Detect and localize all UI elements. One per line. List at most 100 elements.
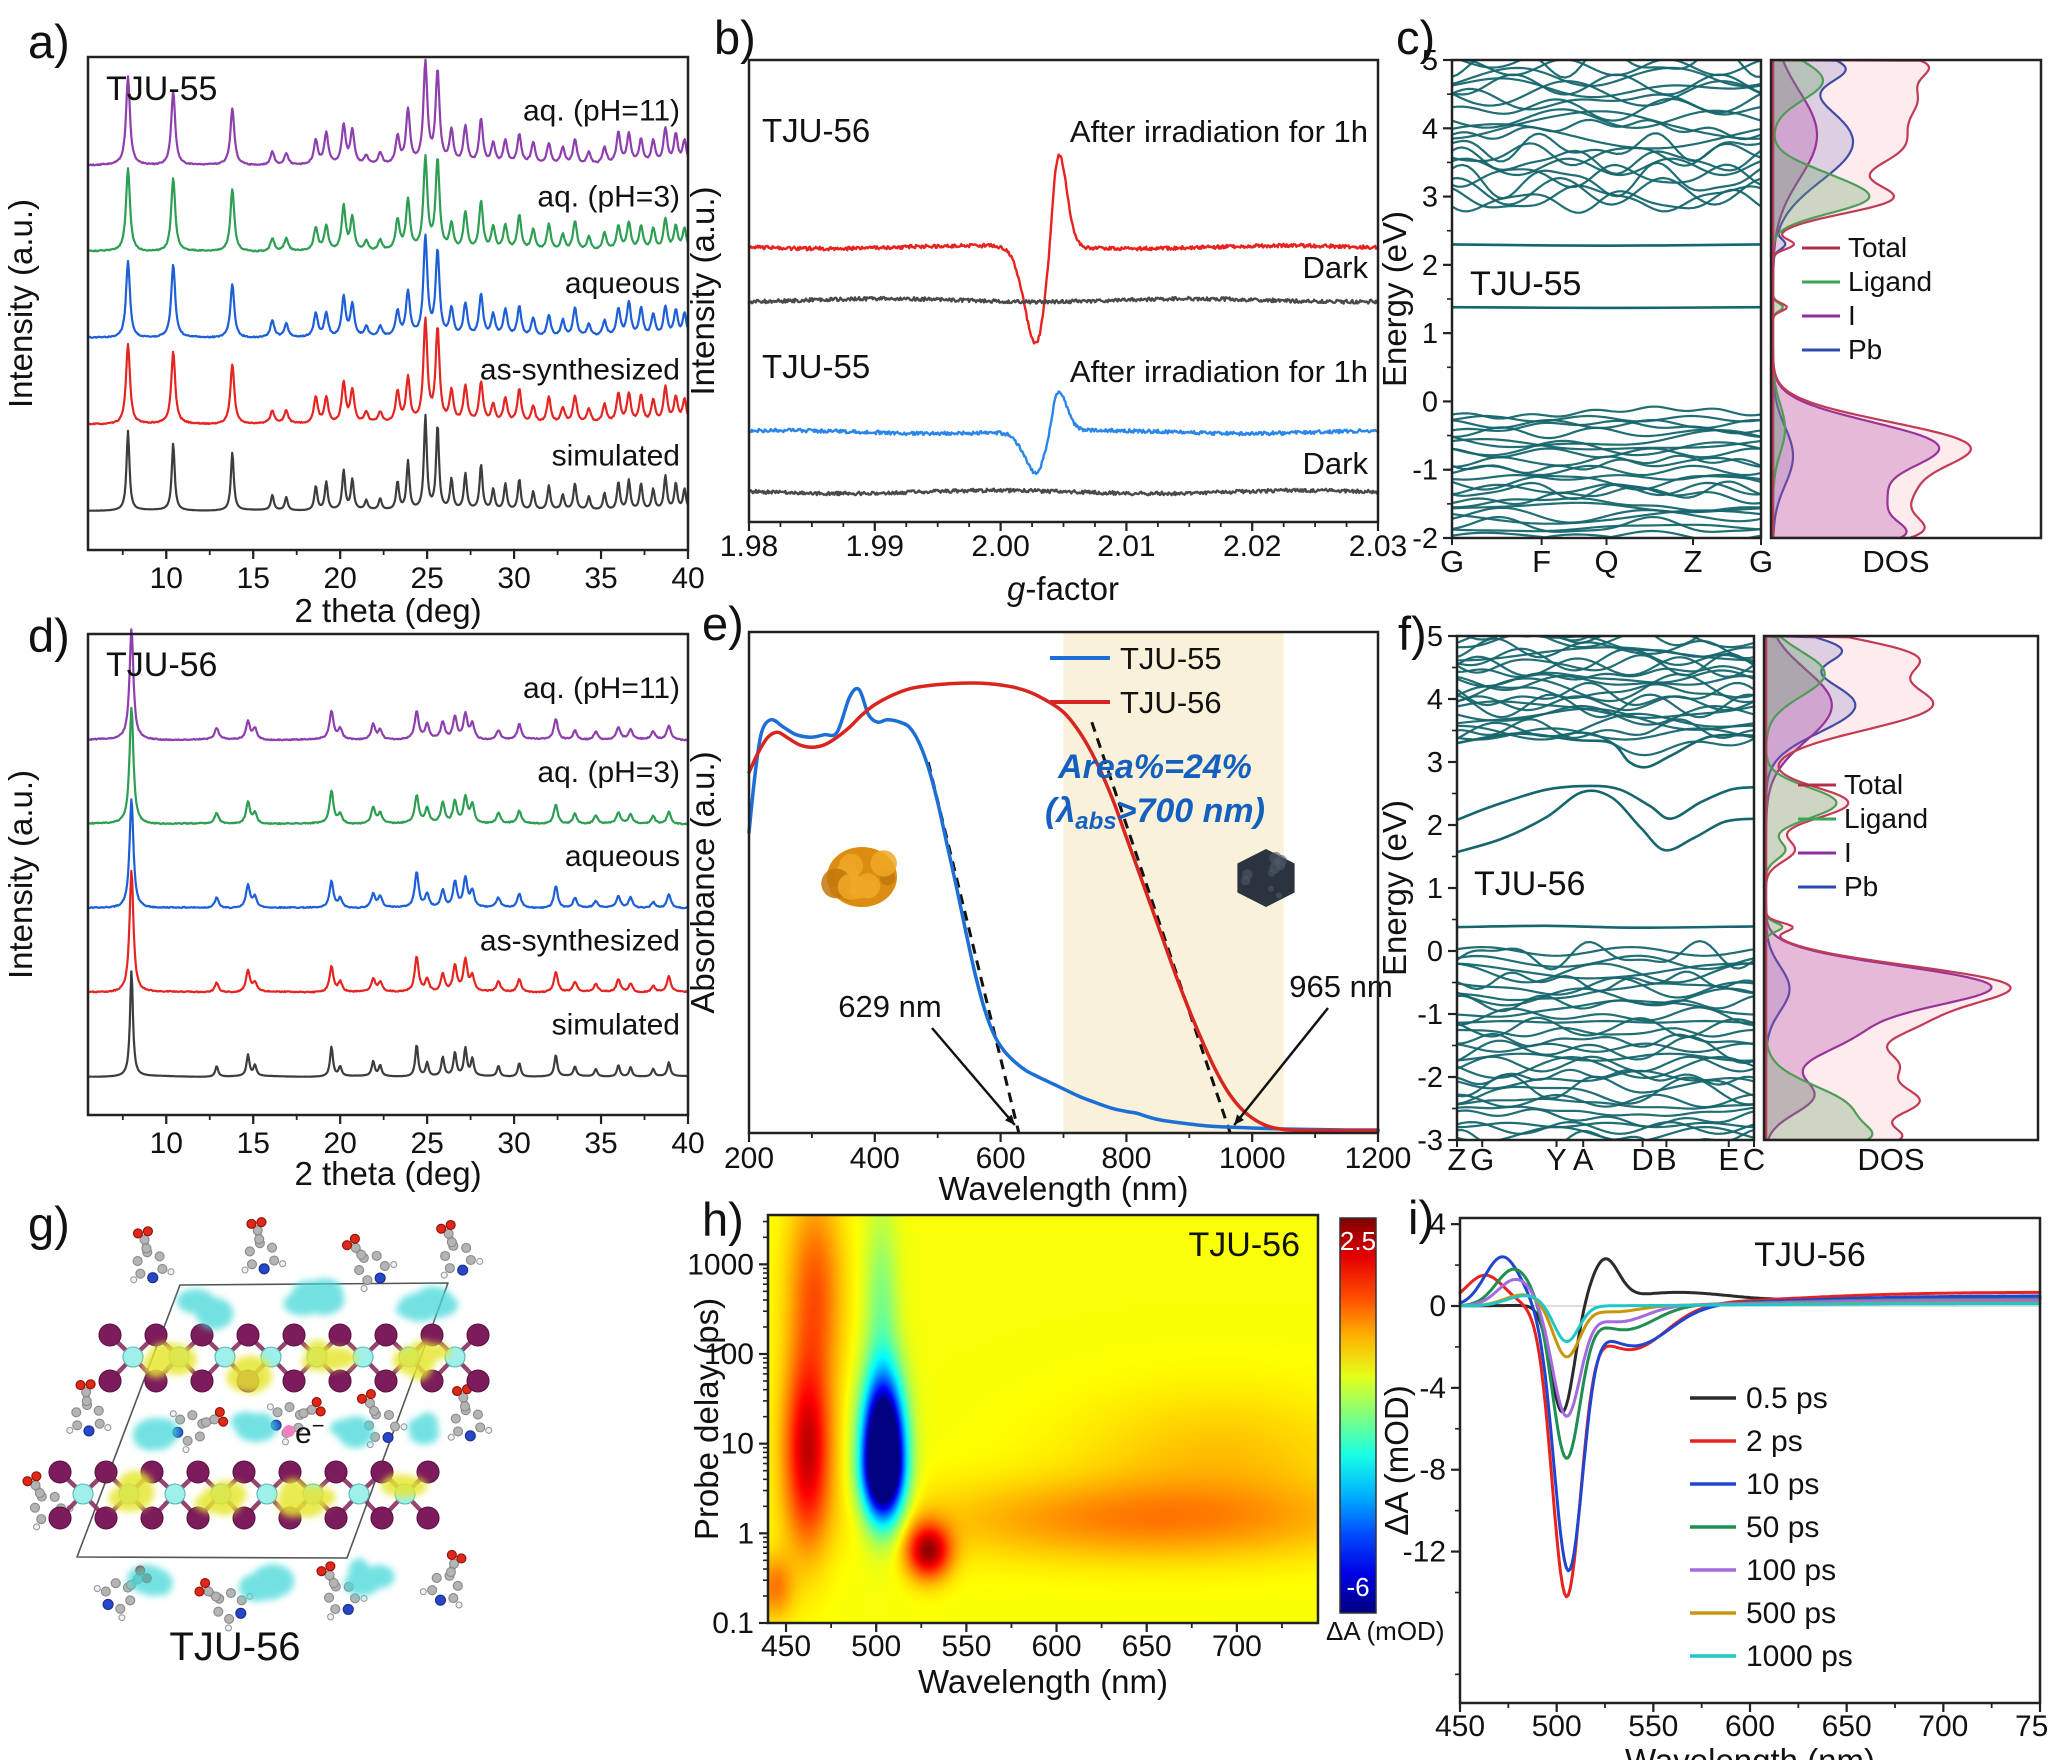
x-axis-label: Wavelength (nm) (918, 1663, 1168, 1700)
band (1457, 1121, 1754, 1129)
x-tick-label: 650 (1122, 1630, 1172, 1663)
band (1457, 652, 1754, 677)
dos-curves (1771, 60, 1972, 538)
atom (445, 1219, 456, 1231)
panel-i-letter: i) (1408, 1191, 1435, 1244)
x-tick-label: 2.01 (1097, 530, 1155, 563)
atom (327, 1613, 335, 1621)
epr-curve (747, 487, 1380, 497)
atom (48, 1506, 72, 1530)
axis-box (1769, 58, 2043, 540)
atom (416, 1460, 440, 1484)
atom (194, 1431, 205, 1442)
line (1090, 721, 1232, 1134)
x-tick-label: 550 (941, 1630, 991, 1663)
x-axis-label: g-factor (1007, 570, 1119, 607)
band (1457, 60, 1524, 69)
band (1452, 447, 1761, 459)
series-label: simulated (552, 1009, 680, 1042)
band (1457, 954, 1754, 971)
y-tick-label: 4 (1422, 113, 1438, 145)
xrd-curve (86, 869, 690, 994)
band (1452, 454, 1761, 474)
atom (190, 1369, 214, 1393)
band-lines (1452, 60, 1761, 538)
epr-curve (747, 390, 1380, 475)
panel-c-chart: -2 -1 0 1 2 3 4 5 G F Q Z G DOS Energy (eV) TJU-55 Total… (1376, 45, 2043, 579)
panel-d-chart: aq. (pH=11) aq. (pH=3) aqueous as-synthesiz… (2, 628, 705, 1192)
x-tick-label: 10 (150, 562, 183, 595)
panel-c: -2 -1 0 1 2 3 4 5 G F Q Z G DOS Energy (eV) TJU-55 Total… (1376, 0, 2048, 630)
atom (186, 1460, 210, 1484)
plot-title: TJU-56 (1754, 1236, 1865, 1274)
panel-h-letter: h) (702, 1193, 744, 1246)
panel-a-chart: aq. (pH=11) aq. (pH=3) aqueous as-synthesiz… (2, 55, 705, 629)
x-tick-label: 35 (584, 562, 617, 595)
atom (93, 1585, 101, 1593)
atom (94, 1506, 118, 1530)
band (1457, 695, 1754, 712)
atom (94, 1460, 118, 1484)
band (1452, 523, 1761, 533)
band (1457, 1093, 1754, 1109)
series-label: After irradiation for 1h (1070, 354, 1368, 389)
atom (200, 1578, 211, 1589)
series-label: aq. (pH=11) (523, 672, 680, 705)
atom (350, 1242, 361, 1253)
dos-curve (1764, 636, 2012, 1140)
atom (447, 1433, 455, 1441)
band (1452, 405, 1761, 420)
legend-label: 2 ps (1746, 1425, 1803, 1458)
panel-h: 2.5 -6 ΔA (mOD) 450 500 550 600 650 700 0.1 1 10 100… (687, 1188, 1444, 1760)
dos-axis-label: DOS (1857, 1142, 1924, 1177)
legend-label: Pb (1848, 334, 1882, 365)
series-label: simulated (552, 440, 680, 473)
x-tick-label: 650 (1822, 1710, 1872, 1743)
band (1452, 146, 1761, 175)
band (1457, 1121, 1754, 1135)
x-tick-label: 20 (323, 562, 356, 595)
series-label: aqueous (565, 267, 680, 300)
band (1457, 994, 1754, 1013)
x-tick-label: 40 (671, 1127, 704, 1160)
legend-label: 100 ps (1746, 1554, 1836, 1587)
atom (187, 1410, 198, 1421)
atom (167, 1268, 175, 1276)
atom (282, 1323, 306, 1347)
atom (147, 1272, 159, 1284)
atom (75, 1379, 86, 1391)
atom (389, 1421, 401, 1432)
band (1457, 732, 1754, 769)
y-tick-label: -8 (1419, 1454, 1446, 1487)
atom (370, 1506, 394, 1530)
kpoint-label: E (1718, 1142, 1739, 1177)
panel-d: aq. (pH=11) aq. (pH=3) aqueous as-synthesiz… (0, 600, 705, 1192)
organic-ligands (22, 1217, 493, 1632)
atom (85, 1379, 96, 1390)
atom (232, 1460, 256, 1484)
y-tick-label: 2 (1422, 250, 1438, 282)
series-label: aq. (pH=3) (537, 756, 680, 789)
panel-f: -3 -2 -1 0 1 2 3 4 5 Z G Y A D B E C DOS Energy (eV) TJU-56… (1376, 600, 2048, 1188)
panel-a: aq. (pH=11) aq. (pH=3) aqueous as-synthesiz… (0, 0, 705, 630)
band (1457, 1068, 1754, 1086)
xrd-curve (86, 154, 690, 253)
y-axis-label: Intensity (a.u.) (684, 186, 721, 395)
band (1457, 674, 1754, 691)
atom (456, 1553, 467, 1564)
x-tick-label: 15 (237, 562, 270, 595)
atom (244, 1246, 255, 1257)
series-label: Dark (1303, 250, 1369, 285)
atom (33, 1523, 41, 1531)
band (1457, 789, 1754, 854)
abs-curve (747, 686, 1380, 1132)
atom (459, 1401, 471, 1412)
atom (450, 1413, 461, 1424)
kpoint-label: G (1470, 1142, 1494, 1177)
y-tick-label: 3 (1422, 182, 1438, 214)
y-tick-label: 1 (1427, 873, 1443, 905)
colorbar-label: ΔA (mOD) (1326, 1616, 1444, 1646)
band (1457, 636, 1754, 649)
atom (464, 1430, 476, 1442)
atom (341, 1240, 353, 1251)
